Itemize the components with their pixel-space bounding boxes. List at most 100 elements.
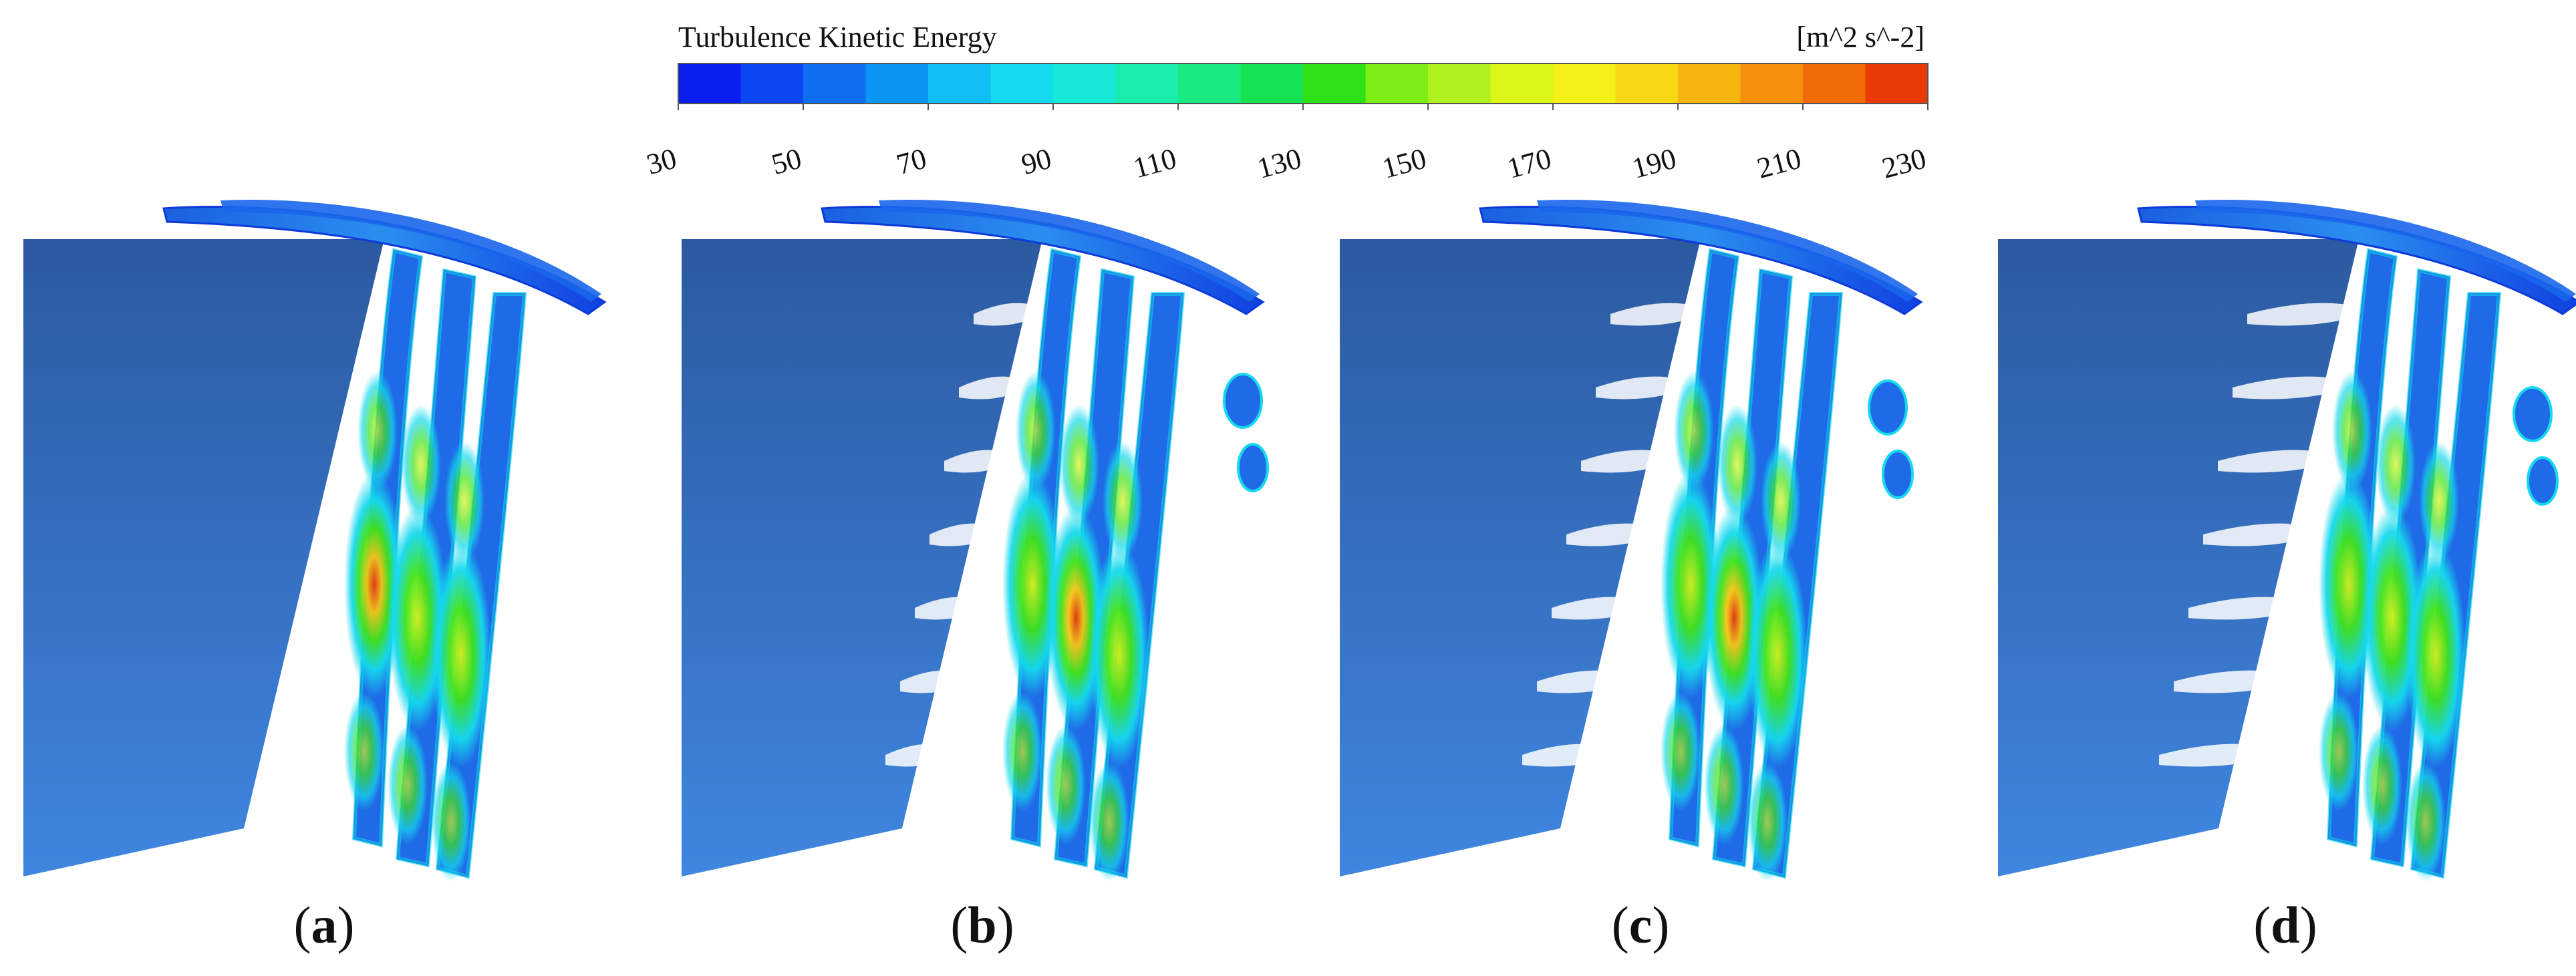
- colorbar-segment: [928, 63, 991, 104]
- tke-hotspot: [2332, 371, 2372, 491]
- tke-hotspot: [388, 725, 428, 845]
- tip-vortex-tongue: [2233, 376, 2359, 399]
- tip-vortex-tongue: [2203, 523, 2330, 546]
- tip-vortex-tongue: [1537, 670, 1637, 693]
- hub-surface: [1340, 239, 1701, 876]
- vane: [431, 292, 527, 882]
- tke-hotspot: [1704, 725, 1744, 845]
- colorbar-segment: [1303, 63, 1366, 104]
- colorbar-tick-label: 230: [1878, 142, 1929, 184]
- tip-vortex-tongue: [2159, 744, 2286, 767]
- tip-vortex-tongue: [974, 303, 1047, 326]
- tke-hotspot: [444, 441, 484, 561]
- hub-surface: [682, 239, 1042, 876]
- tip-vortex-tongue: [1596, 376, 1696, 399]
- colorbar-segment: [990, 63, 1054, 104]
- vane: [344, 248, 424, 848]
- colorbar-segment: [1553, 63, 1616, 104]
- colorbar-segment: [803, 63, 866, 104]
- tip-vortex-tongue: [1552, 597, 1652, 620]
- tke-hotspot: [2376, 404, 2416, 524]
- tke-hotspot: [2362, 725, 2402, 845]
- colorbar-unit: [m^2 s^-2]: [1796, 21, 1924, 53]
- tip-vortex-tongue: [885, 744, 959, 767]
- colorbar-segment: [1740, 63, 1804, 104]
- vane: [2406, 292, 2502, 882]
- colorbar-tick-label: 70: [893, 142, 929, 181]
- tke-hotspot: [344, 691, 384, 812]
- vane: [1089, 292, 1185, 882]
- tip-vortex-tongue: [959, 376, 1032, 399]
- tke-hotspot: [1103, 441, 1143, 561]
- tke-hotspot: [2406, 541, 2466, 768]
- vortex-blob: [1223, 373, 1263, 429]
- tke-hotspot: [1016, 371, 1056, 491]
- vortex-blob: [1882, 450, 1914, 499]
- colorbar-segment: [1865, 63, 1928, 104]
- tke-hotspot: [357, 371, 398, 491]
- tke-hotspot: [1761, 441, 1801, 561]
- panel-c: [1340, 199, 1923, 882]
- panel-a: [23, 199, 607, 882]
- tip-shroud-layer: [2195, 199, 2576, 302]
- colorbar-segment: [1678, 63, 1741, 104]
- tke-hotspot: [1002, 691, 1042, 812]
- tip-vortex-tongue: [1566, 523, 1667, 546]
- panel-d: [1998, 199, 2576, 882]
- tke-hotspot: [1089, 762, 1129, 882]
- hub-surface: [23, 239, 384, 876]
- vane-edge: [1751, 292, 1844, 879]
- colorbar-tick-label: 30: [643, 142, 680, 181]
- colorbar-tick-label: 130: [1254, 142, 1304, 184]
- colorbar-tick-label: 170: [1504, 142, 1554, 184]
- colorbar: 30 50 70 90 110 130 150 170 190 210 230: [643, 63, 1930, 185]
- colorbar-tick-label: 110: [1130, 142, 1180, 184]
- colorbar-segment: [678, 63, 741, 104]
- colorbar-segment: [740, 63, 804, 104]
- panels: [23, 199, 2576, 882]
- colorbar-segment: [1803, 63, 1866, 104]
- vane-edge: [2370, 268, 2452, 868]
- tip-vortex-tongue: [915, 597, 988, 620]
- hub-surface: [1998, 239, 2359, 876]
- vane-edge: [1711, 268, 1794, 868]
- tke-hotspot: [1089, 541, 1149, 768]
- tip-vortex-tongue: [2218, 450, 2345, 473]
- colorbar-tick-label: 90: [1018, 142, 1054, 181]
- tip-vortex-tongue: [1581, 450, 1681, 473]
- tip-vortex-tongue: [2174, 670, 2301, 693]
- panel-b: [682, 199, 1269, 882]
- colorbar-segment: [1428, 63, 1491, 104]
- colorbar-segment: [1490, 63, 1554, 104]
- vane: [1747, 292, 1844, 882]
- colorbar-segment: [1053, 63, 1116, 104]
- tke-hotspot: [1674, 371, 1714, 491]
- panel-label-d: (d): [2253, 896, 2317, 954]
- tke-hotspot: [1059, 404, 1099, 524]
- panel-label-b: (b): [950, 896, 1014, 954]
- vortex-blob: [2527, 456, 2559, 506]
- colorbar-segment: [865, 63, 929, 104]
- tke-hotspot: [1046, 725, 1086, 845]
- vane: [1704, 268, 1794, 868]
- colorbar-segment: [1365, 63, 1429, 104]
- colorbar-tick-label: 210: [1753, 142, 1804, 184]
- tke-hotspot: [1717, 404, 1757, 524]
- panel-label-a: (a): [293, 896, 355, 954]
- panel-label-c: (c): [1611, 896, 1670, 954]
- tip-vortex-tongue: [900, 670, 974, 693]
- tip-vortex-tongue: [929, 523, 1003, 546]
- tip-vortex-tongue: [1610, 303, 1711, 326]
- vane-edge: [1093, 292, 1185, 879]
- colorbar-segment: [1178, 63, 1241, 104]
- colorbar-tick-label: 50: [768, 142, 805, 181]
- colorbar-segment: [1615, 63, 1679, 104]
- tke-hotspot: [1747, 762, 1787, 882]
- tke-hotspot: [1661, 691, 1701, 812]
- tke-hotspot: [401, 404, 441, 524]
- vane-edge: [2410, 292, 2502, 879]
- tip-vortex-tongue: [2188, 597, 2315, 620]
- tke-hotspot: [431, 762, 471, 882]
